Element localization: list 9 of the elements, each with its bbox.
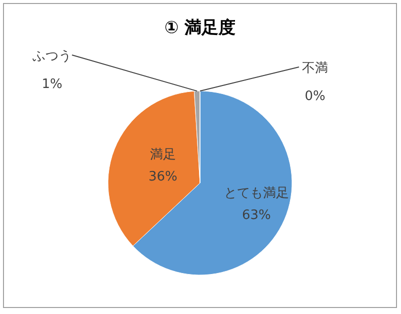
- data-label: 1%: [42, 77, 62, 92]
- text: 0%: [304, 89, 326, 104]
- category-label: 不満: [302, 61, 328, 76]
- slice-label: 満足: [150, 147, 176, 162]
- data-label: 36%: [148, 169, 178, 184]
- chart-title: ① 満足度: [164, 18, 236, 38]
- slice-label: とても満足: [224, 186, 289, 202]
- slice-label: ふつう: [32, 49, 72, 64]
- data-label: 63%: [242, 208, 271, 224]
